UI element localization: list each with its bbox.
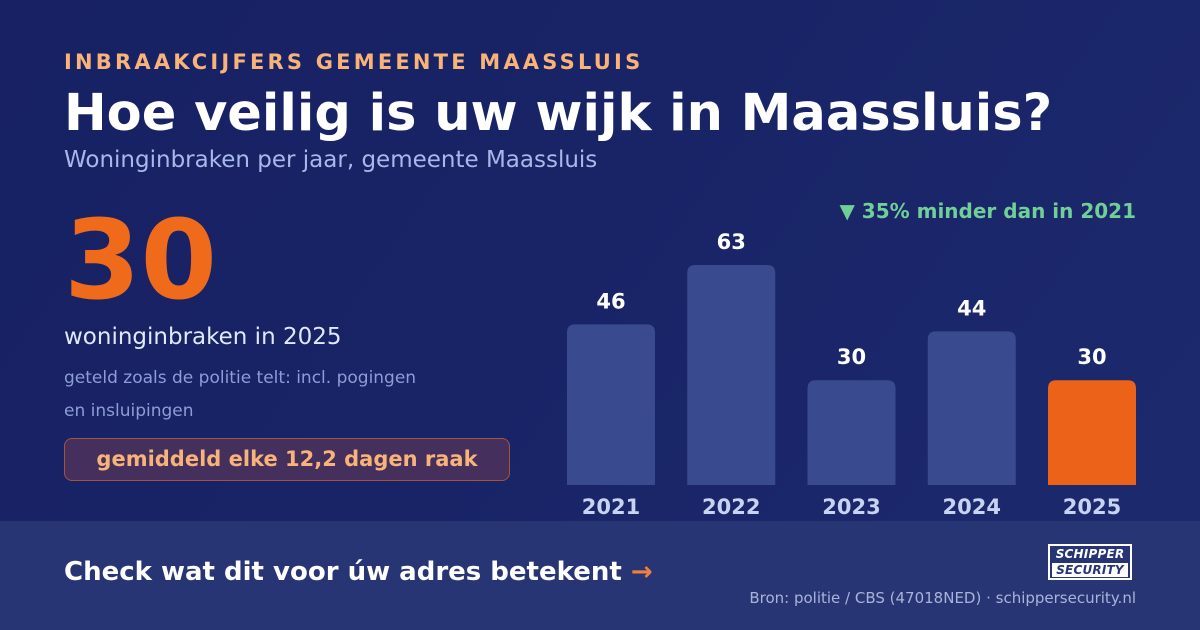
data-label-2025: 30 — [1077, 345, 1106, 369]
logo-line-1: SCHIPPER — [1055, 546, 1125, 561]
bar-2021 — [567, 324, 655, 485]
frequency-badge: gemiddeld elke 12,2 dagen raak — [64, 438, 510, 481]
bar-chart: 46 2021 63 2022 30 2023 44 2024 30 2025 — [567, 230, 1136, 519]
page-title: Hoe veilig is uw wijk in Maassluis? — [64, 84, 1053, 143]
bar-2023 — [807, 380, 896, 485]
footer-bar — [0, 521, 1200, 630]
kpi-value: 30 — [64, 196, 218, 324]
data-label-2023: 30 — [837, 345, 866, 369]
eyebrow-heading: INBRAAKCIJFERS GEMEENTE MAASSLUIS — [64, 50, 644, 74]
x-tick-2021: 2021 — [582, 495, 640, 519]
x-tick-2024: 2024 — [943, 495, 1001, 519]
data-label-2024: 44 — [957, 296, 986, 320]
source-note: Bron: politie / CBS (47018NED) · schippe… — [749, 589, 1136, 607]
x-tick-2022: 2022 — [702, 495, 760, 519]
data-label-2022: 63 — [717, 230, 746, 254]
bar-2022 — [687, 265, 776, 485]
bar-2024 — [927, 331, 1016, 485]
x-tick-2025: 2025 — [1063, 495, 1121, 519]
data-label-2021: 46 — [596, 289, 625, 313]
cta-link[interactable]: Check wat dit voor úw adres betekent → — [64, 557, 653, 587]
x-tick-2023: 2023 — [822, 495, 880, 519]
arrow-right-icon: → — [630, 557, 653, 587]
schipper-security-logo: SCHIPPER SECURITY — [1048, 544, 1132, 580]
logo-line-2: SECURITY — [1052, 562, 1128, 577]
page-subtitle: Woninginbraken per jaar, gemeente Maassl… — [64, 147, 598, 173]
kpi-label: woninginbraken in 2025 — [64, 324, 342, 350]
cta-text: Check wat dit voor úw adres betekent — [64, 557, 622, 587]
change-indicator: ▼ 35% minder dan in 2021 — [839, 199, 1136, 223]
bar-2025 — [1048, 380, 1136, 485]
kpi-note: geteld zoals de politie telt: incl. pogi… — [64, 368, 417, 421]
